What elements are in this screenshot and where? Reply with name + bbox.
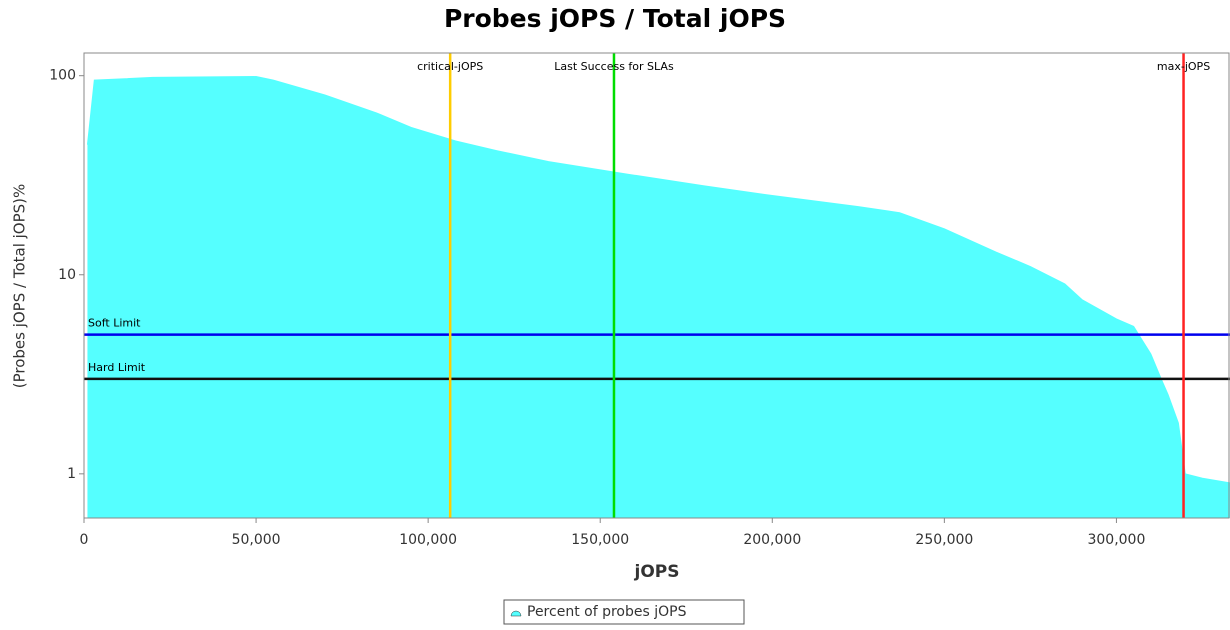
y-tick-label: 10	[58, 267, 76, 283]
area-line	[86, 76, 1230, 484]
x-tick-label: 250,000	[915, 532, 973, 548]
limit-label: Hard Limit	[88, 361, 146, 374]
y-tick-label: 1	[67, 466, 76, 482]
x-tick-label: 0	[80, 532, 89, 548]
x-axis-label: jOPS	[634, 562, 680, 582]
plot-border	[83, 52, 1230, 519]
area-fill	[87, 76, 1230, 518]
legend-box	[503, 599, 745, 625]
marker-label: max-jOPS	[1157, 60, 1210, 73]
x-tick-label: 150,000	[571, 532, 629, 548]
x-tick-label: 300,000	[1087, 532, 1145, 548]
legend-swatch	[510, 610, 522, 617]
x-tick-label: 200,000	[743, 532, 801, 548]
chart-title: Probes jOPS / Total jOPS	[444, 4, 786, 33]
marker-label: critical-jOPS	[417, 60, 483, 73]
y-tick-label: 100	[49, 68, 76, 84]
x-tick-label: 100,000	[399, 532, 457, 548]
marker-label: Last Success for SLAs	[554, 60, 674, 73]
x-tick-label: 50,000	[232, 532, 281, 548]
limit-label: Soft Limit	[88, 317, 141, 330]
legend-label: Percent of probes jOPS	[527, 604, 687, 620]
y-axis-label: (Probes jOPS / Total jOPS)%	[11, 184, 29, 389]
